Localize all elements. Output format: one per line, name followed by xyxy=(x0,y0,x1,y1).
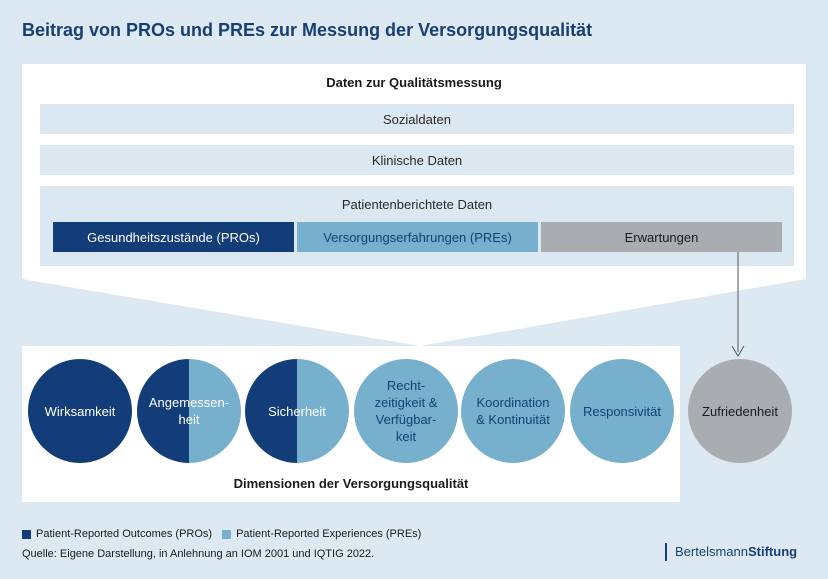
pros-swatch xyxy=(22,529,31,539)
dimension-appropriateness: Angemessen- heit xyxy=(137,359,241,463)
pros-cell: Gesundheitszustände (PROs) xyxy=(53,222,294,252)
clinical-data-label: Klinische Daten xyxy=(371,152,463,168)
dimension-timeliness: Recht- zeitigkeit & Verfügbar- keit xyxy=(354,359,458,463)
dimension-label: Responsivität xyxy=(582,403,662,419)
dimensions-heading: Dimensionen der Versorgungsqualität xyxy=(233,476,469,491)
pres-cell: Versorgungserfahrungen (PREs) xyxy=(297,222,538,252)
clinical-data-bar: Klinische Daten xyxy=(40,145,794,175)
dimension-label: Angemessen- heit xyxy=(148,395,230,427)
dimensions-panel xyxy=(22,346,680,502)
legend-pres: Patient-Reported Experiences (PREs) xyxy=(236,528,422,540)
dimension-label: Wirksamkeit xyxy=(44,403,116,419)
dimension-label: Sicherheit xyxy=(268,403,326,419)
dimension-label: Koordination & Kontinuität xyxy=(476,395,550,427)
dimension-safety: Sicherheit xyxy=(245,359,349,463)
expectations-cell: Erwartungen xyxy=(541,222,782,252)
satisfaction-label: Zufriedenheit xyxy=(702,403,778,419)
dimension-label: Recht- zeitigkeit & Verfügbar- keit xyxy=(374,378,438,444)
pres-swatch xyxy=(222,529,232,539)
patient-reported-label: Patientenberichtete Daten xyxy=(341,197,493,212)
expectations-cell-label: Erwartungen xyxy=(624,229,699,245)
brand-name-part2: Stiftung xyxy=(747,544,798,559)
social-data-bar: Sozialdaten xyxy=(40,104,794,134)
dimension-coordination: Koordination & Kontinuität xyxy=(461,359,565,463)
legend-pros: Patient-Reported Outcomes (PROs) xyxy=(36,528,213,540)
source-note: Quelle: Eigene Darstellung, in Anlehnung… xyxy=(22,548,375,560)
pres-cell-label: Versorgungserfahrungen (PREs) xyxy=(323,229,512,245)
legend: Patient-Reported Outcomes (PROs) Patient… xyxy=(22,528,421,540)
brand-logo: BertelsmannStiftung xyxy=(665,543,797,561)
pros-cell-label: Gesundheitszustände (PROs) xyxy=(87,229,260,245)
dimension-effectiveness: Wirksamkeit xyxy=(28,359,132,463)
data-panel-heading: Daten zur Qualitätsmessung xyxy=(326,75,502,90)
dimension-satisfaction: Zufriedenheit xyxy=(688,359,792,463)
dimension-responsiveness: Responsivität xyxy=(570,359,674,463)
brand-name-part1: Bertelsmann xyxy=(675,544,748,559)
page-title: Beitrag von PROs und PREs zur Messung de… xyxy=(22,20,593,40)
social-data-label: Sozialdaten xyxy=(383,111,451,127)
